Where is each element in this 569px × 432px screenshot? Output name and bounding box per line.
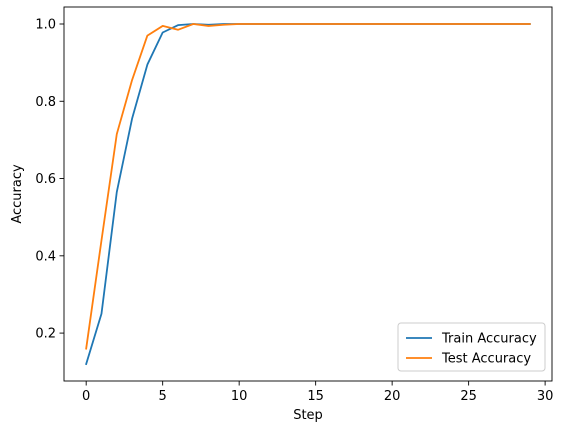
axes [63,6,553,382]
series-line-train [85,23,531,366]
ticks: 0 5 10 15 20 25 30 0.2 0.4 0.6 0.8 1.0 [35,18,553,405]
y-tick-label: 0.8 [35,95,56,110]
y-tick-label: 0.4 [35,249,56,264]
y-axis-label: Accuracy [10,164,25,224]
y-tick-label: 0.6 [35,172,56,187]
legend-box [397,322,546,372]
plot-frame [63,6,553,382]
series-lines [85,23,531,366]
series-line-test [85,23,531,350]
x-tick-label: 20 [384,389,401,404]
y-tick-label: 1.0 [35,18,56,33]
x-tick-label: 10 [231,389,248,404]
x-tick-label: 5 [159,389,167,404]
x-tick-label: 30 [537,389,554,404]
x-tick-label: 0 [82,389,90,404]
legend-label: Train Accuracy [441,332,537,347]
y-tick-label: 0.2 [35,327,56,342]
legend-label: Test Accuracy [441,352,531,367]
x-tick-label: 25 [460,389,477,404]
x-tick-label: 15 [307,389,324,404]
legend: Train Accuracy Test Accuracy [397,322,546,372]
x-axis-label: Step [293,408,323,423]
